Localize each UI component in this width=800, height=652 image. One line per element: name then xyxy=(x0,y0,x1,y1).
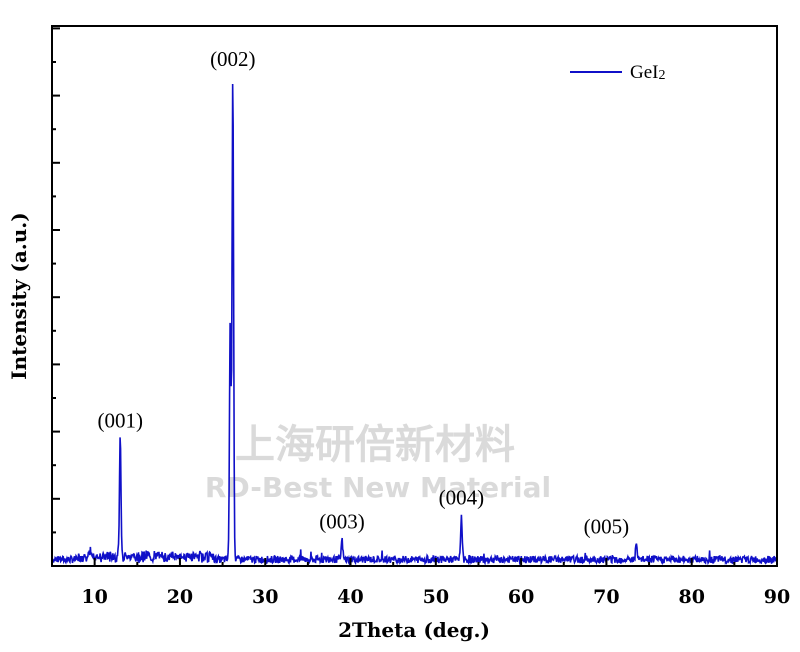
x-tick-label: 40 xyxy=(337,586,363,608)
watermark-cn: 上海研倍新材料 xyxy=(235,422,515,468)
plot-frame xyxy=(51,25,778,567)
watermark-en: RD-Best New Material xyxy=(205,471,551,504)
peak-label: (003) xyxy=(319,510,365,534)
x-tick-label: 60 xyxy=(508,586,534,608)
legend-label-main: GeI xyxy=(630,62,658,83)
watermark: 上海研倍新材料 RD-Best New Material xyxy=(205,422,551,504)
x-tick-label: 10 xyxy=(81,586,107,608)
legend: GeI2 xyxy=(570,62,665,83)
y-axis-ticks xyxy=(52,27,60,567)
legend-label: GeI2 xyxy=(630,62,665,83)
peak-label: (004) xyxy=(439,486,485,510)
x-axis-title: 2Theta (deg.) xyxy=(338,618,490,642)
x-tick-label: 50 xyxy=(423,586,449,608)
x-tick-label: 30 xyxy=(252,586,278,608)
peak-label: (002) xyxy=(210,47,256,71)
legend-label-sub: 2 xyxy=(658,68,665,83)
series-line-geI2 xyxy=(51,83,777,566)
y-axis-title: Intensity (a.u.) xyxy=(7,212,31,379)
series-layer xyxy=(51,83,777,566)
peak-annotations: (001) (002) (003) (004) (005) xyxy=(97,47,629,539)
x-tick-label: 80 xyxy=(678,586,704,608)
peak-label: (001) xyxy=(97,409,143,433)
x-tick-label: 20 xyxy=(167,586,193,608)
x-axis-ticks: 10 20 30 40 50 60 70 80 90 xyxy=(51,558,790,608)
x-tick-label: 90 xyxy=(764,586,790,608)
peak-label: (005) xyxy=(584,515,630,539)
x-tick-label: 70 xyxy=(593,586,619,608)
